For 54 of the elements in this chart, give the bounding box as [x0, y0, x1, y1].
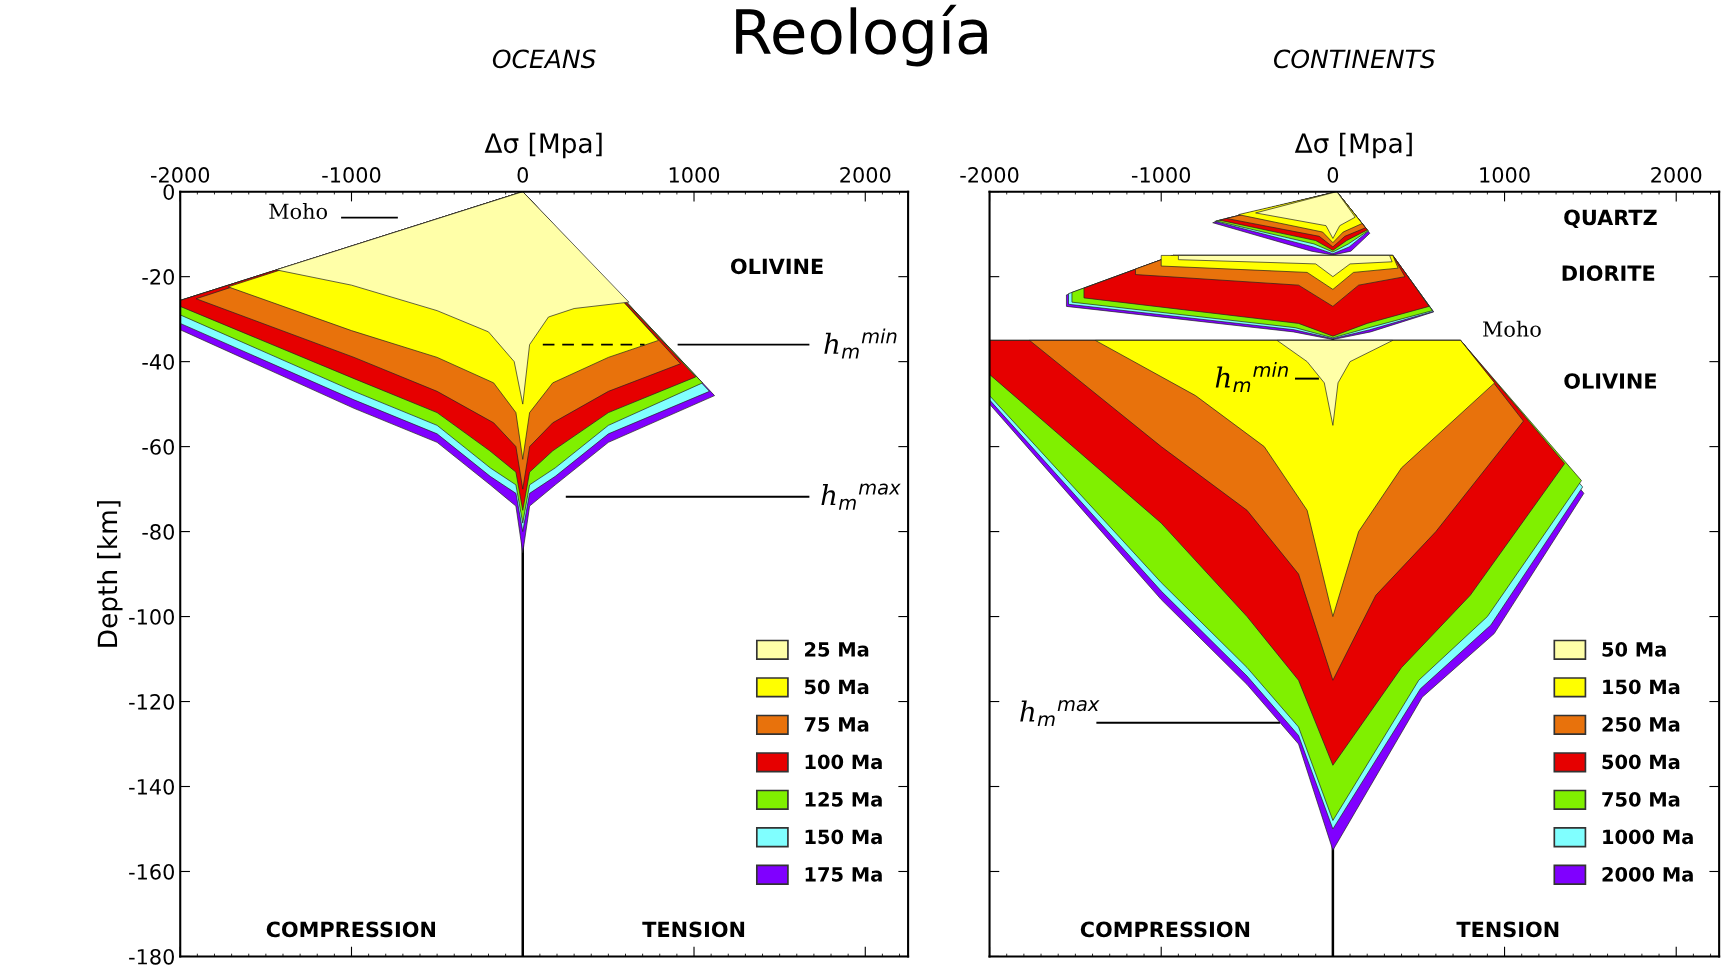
legend-label: 25 Ma — [805, 642, 869, 657]
y-tick-label: -20 — [142, 269, 174, 285]
y-tick-label: -140 — [129, 778, 174, 795]
chart-subtitle: CONTINENTS — [1273, 49, 1435, 69]
annotation: QUARTZ — [1564, 209, 1657, 228]
legend-label: 250 Ma — [1602, 717, 1680, 732]
legend-label: 175 Ma — [805, 867, 882, 882]
x-tick-label: 2000 — [840, 167, 891, 183]
annotation: h$_{m}$$^{max}$ — [821, 483, 901, 510]
x-axis-title: Δσ [Mpa] — [1294, 132, 1412, 159]
y-tick-label: -160 — [129, 863, 174, 880]
x-tick-label: -1000 — [1131, 167, 1191, 183]
annotation: h$_{m}$$^{max}$ — [1020, 700, 1100, 727]
x-tick-label: -2000 — [150, 167, 210, 183]
legend-label: 2000 Ma — [1602, 866, 1693, 882]
y-tick-label: 0 — [163, 184, 174, 200]
x-tick-label: 0 — [517, 167, 528, 183]
y-tick-label: -80 — [142, 524, 174, 540]
annotation: TENSION — [642, 921, 745, 938]
y-tick-label: -180 — [129, 948, 174, 965]
chart-title: Reología — [736, 4, 987, 67]
legend-label: 50 Ma — [804, 679, 869, 695]
y-tick-label: -60 — [142, 439, 174, 455]
legend-label: 150 Ma — [1603, 679, 1680, 695]
y-axis-title: Depth [km] — [96, 501, 123, 647]
legend-label: 100 Ma — [805, 754, 882, 770]
annotation: h$_{m}$$^{min}$ — [1215, 362, 1288, 393]
annotation: OLIVINE — [730, 258, 823, 275]
annotation: COMPRESSION — [1080, 921, 1250, 938]
legend-label: 125 Ma — [805, 791, 882, 807]
x-tick-label: -1000 — [322, 167, 381, 183]
legend-label: 750 Ma — [1602, 791, 1680, 807]
annotation: DIORITE — [1562, 265, 1655, 282]
x-tick-label: 1000 — [1480, 167, 1530, 183]
y-tick-label: -40 — [142, 354, 174, 370]
legend-label: 75 Ma — [804, 717, 869, 732]
x-tick-label: 1000 — [669, 167, 720, 183]
annotation: h$_{m}$$^{min}$ — [824, 328, 897, 359]
legend-label: 50 Ma — [1602, 642, 1666, 657]
annotation: OLIVINE — [1564, 373, 1657, 389]
annotation: TENSION — [1456, 921, 1559, 938]
legend-label: 500 Ma — [1602, 754, 1680, 770]
x-tick-label: -2000 — [960, 167, 1019, 183]
annotation: Moho — [1483, 320, 1541, 337]
x-axis-title: Δσ [Mpa] — [484, 132, 602, 159]
x-tick-label: 2000 — [1651, 167, 1702, 183]
legend-label: 1000 Ma — [1603, 829, 1693, 845]
y-tick-label: -100 — [129, 609, 174, 625]
annotation: COMPRESSION — [266, 921, 435, 938]
legend-label: 150 Ma — [805, 829, 882, 845]
chart-subtitle: OCEANS — [492, 49, 596, 69]
annotation: Moho — [269, 203, 328, 220]
y-tick-label: -120 — [129, 693, 174, 710]
x-tick-label: 0 — [1327, 167, 1339, 183]
